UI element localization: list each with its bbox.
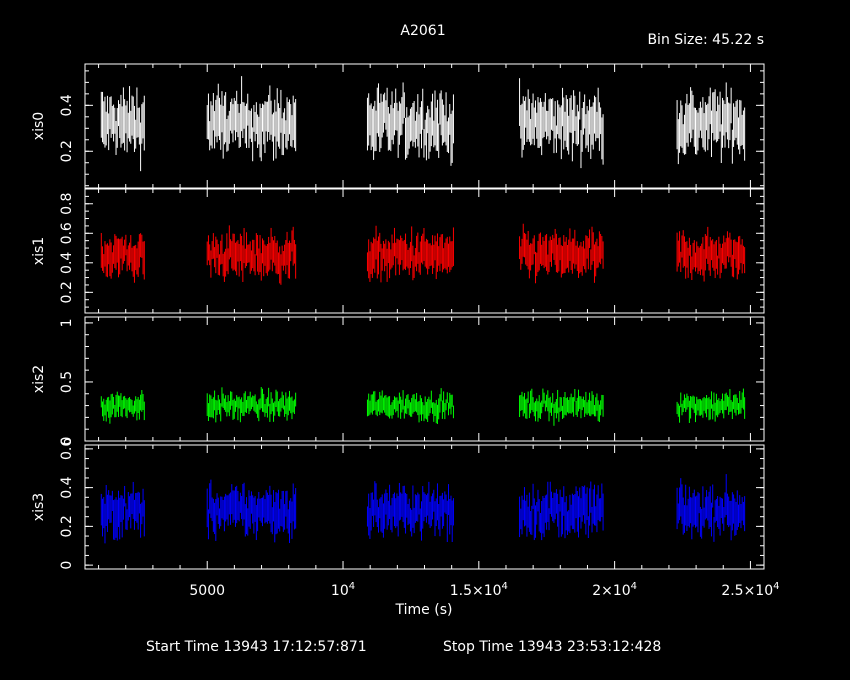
y-tick-label: 0.4 bbox=[59, 252, 75, 274]
x-axis: 5000 104 1.5×104 2×104 2.5×104 bbox=[189, 581, 779, 599]
y-tick-label: 0.6 bbox=[59, 438, 75, 460]
y-tick-label: 0.8 bbox=[59, 193, 75, 215]
panel-xis0: 0.2 0.4 xis0 bbox=[31, 63, 765, 189]
series-xis1 bbox=[100, 223, 746, 285]
panels-group: 0.20.4xis00.20.40.60.8xis100.51xis200.20… bbox=[31, 63, 765, 570]
y-tick-label: 0.4 bbox=[59, 94, 75, 116]
x-tick-label: 1.5×104 bbox=[450, 581, 508, 599]
panel-label-xis0: xis0 bbox=[31, 112, 47, 140]
y-tick-label: 0.6 bbox=[59, 222, 75, 244]
series-xis3 bbox=[100, 474, 746, 544]
start-time-label: Start Time 13943 17:12:57:871 bbox=[146, 639, 367, 655]
y-tick-label: 0.4 bbox=[59, 476, 75, 498]
y-tick-label: 0.2 bbox=[59, 515, 75, 537]
panel-label-xis3: xis3 bbox=[31, 493, 47, 521]
panel-xis1: 0.2 0.4 0.6 0.8 xis1 bbox=[31, 188, 765, 314]
x-tick-label: 2.5×104 bbox=[721, 581, 779, 599]
chart-title: A2061 bbox=[400, 23, 445, 39]
y-tick-label: 1 bbox=[59, 318, 75, 327]
panel-xis2: 0 0.5 1 xis2 bbox=[31, 316, 765, 446]
panel-frame bbox=[84, 188, 765, 314]
series-xis2 bbox=[100, 387, 746, 426]
panel-frame bbox=[84, 444, 765, 570]
x-tick-label: 104 bbox=[331, 581, 355, 599]
x-axis-label: Time (s) bbox=[395, 602, 453, 618]
series-xis0 bbox=[100, 76, 746, 172]
stop-time-label: Stop Time 13943 23:53:12:428 bbox=[443, 639, 661, 655]
y-tick-label: 0.2 bbox=[59, 140, 75, 162]
panel-frame bbox=[84, 63, 765, 189]
y-tick-label: 0 bbox=[59, 437, 75, 446]
y-tick-label: 0.5 bbox=[59, 371, 75, 393]
y-tick-label: 0 bbox=[59, 561, 75, 570]
bin-size-label: Bin Size: 45.22 s bbox=[647, 32, 764, 48]
panel-frame bbox=[84, 316, 765, 442]
panel-label-xis1: xis1 bbox=[31, 237, 47, 265]
panel-xis3: 0 0.2 0.4 0.6 xis3 bbox=[31, 438, 765, 570]
y-tick-label: 0.2 bbox=[59, 281, 75, 303]
x-tick-label: 2×104 bbox=[592, 581, 637, 599]
x-tick-label: 5000 bbox=[189, 583, 225, 599]
panel-label-xis2: xis2 bbox=[31, 365, 47, 393]
